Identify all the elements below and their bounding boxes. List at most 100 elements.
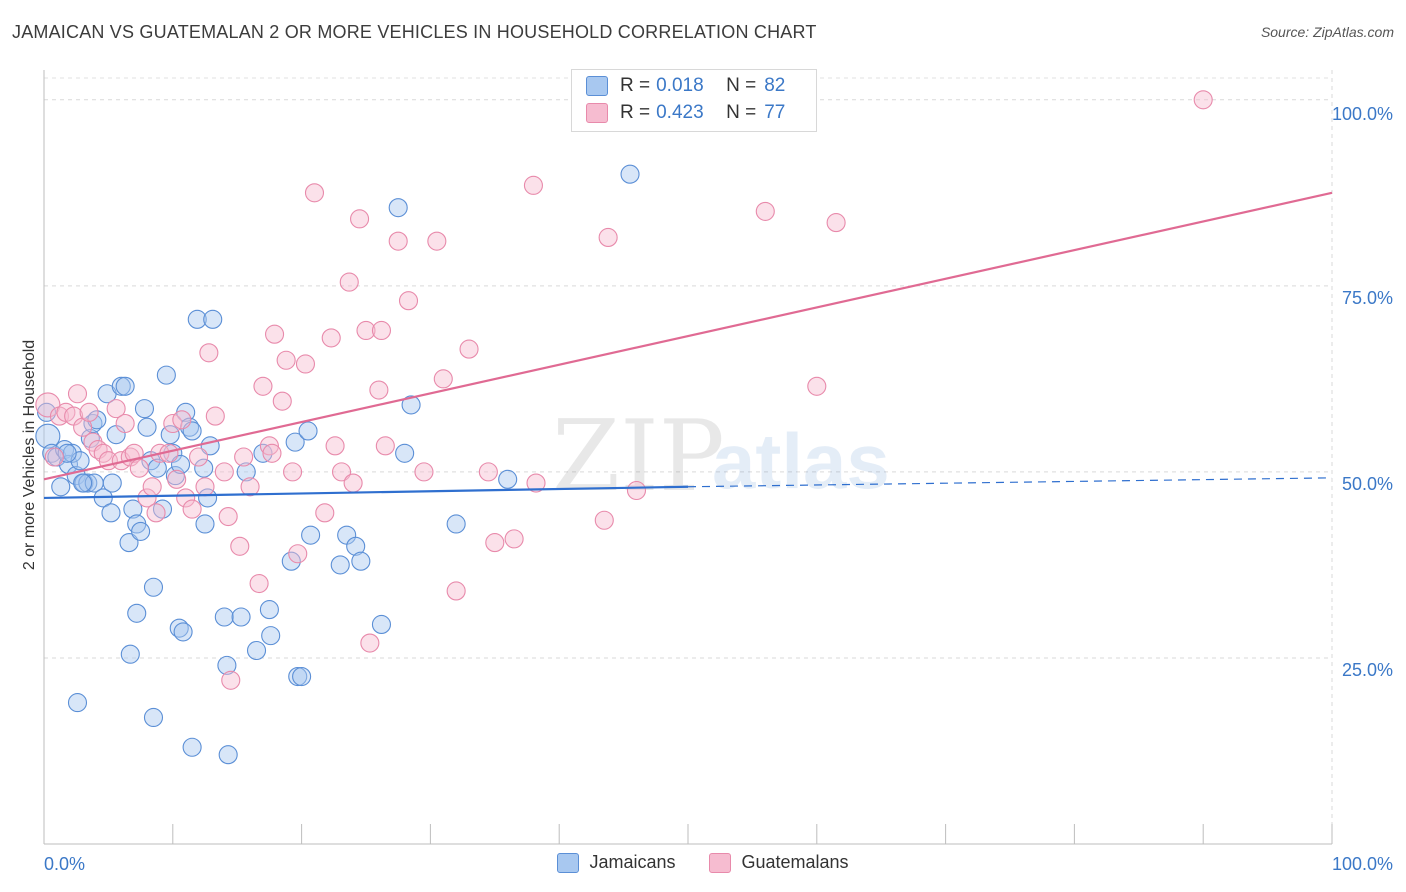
- guatemalan-point: [230, 536, 250, 556]
- guatemalan-point: [375, 436, 395, 456]
- guatemalan-point: [240, 477, 260, 497]
- n-value: 77: [764, 102, 786, 123]
- legend-row-guatemalans: R = 0.423 N = 77: [586, 101, 785, 125]
- guatemalan-point: [253, 376, 273, 396]
- y-tick-label: 75.0%: [1342, 288, 1393, 308]
- jamaican-point: [401, 395, 421, 415]
- jamaican-point: [371, 614, 392, 635]
- y-tick-label: 50.0%: [1342, 474, 1393, 494]
- jamaican-point: [231, 607, 251, 627]
- jamaican-point: [214, 607, 234, 627]
- jamaican-point: [203, 309, 223, 329]
- jamaican-point: [285, 432, 305, 452]
- jamaican-point: [388, 198, 408, 218]
- jamaican-point: [120, 644, 140, 664]
- legend-item-guatemalans[interactable]: Guatemalans: [709, 852, 849, 873]
- guatemalan-point: [272, 391, 292, 411]
- source-label: Source: ZipAtlas.com: [1260, 24, 1394, 40]
- guatemalan-point: [295, 354, 316, 374]
- guatemalans-trend-line: [43, 191, 1333, 481]
- legend-item-jamaicans[interactable]: Jamaicans: [557, 852, 675, 873]
- guatemalan-point: [218, 506, 238, 527]
- jamaican-point: [620, 164, 640, 184]
- jamaican-point: [346, 536, 366, 556]
- jamaican-point: [259, 600, 279, 620]
- guatemalan-point: [234, 447, 254, 467]
- guatemalan-point: [433, 369, 453, 389]
- guatemalan-point: [115, 413, 135, 434]
- guatemalan-point: [523, 175, 543, 195]
- jamaican-point: [330, 555, 350, 575]
- guatemalan-point: [137, 488, 157, 508]
- watermark-atlas: atlas: [712, 417, 890, 505]
- jamaican-point: [160, 425, 180, 445]
- guatemalan-point: [598, 227, 618, 248]
- guatemalan-point: [79, 402, 99, 422]
- jamaican-point: [301, 525, 321, 545]
- guatemalan-point: [176, 488, 196, 508]
- jamaican-point: [80, 428, 100, 448]
- jamaican-point: [173, 622, 193, 642]
- r-value: 0.423: [656, 102, 704, 123]
- watermark: ZIP atlas: [552, 400, 890, 514]
- jamaican-point: [83, 413, 103, 434]
- guatemalan-point: [259, 436, 279, 456]
- legend-row-jamaicans: R = 0.018 N = 82: [586, 74, 785, 98]
- jamaican-point: [292, 666, 312, 687]
- guatemalan-point: [388, 231, 408, 251]
- jamaican-point: [298, 421, 318, 441]
- r-label: R =: [620, 75, 651, 96]
- guatemalan-point: [276, 350, 296, 370]
- jamaican-point: [73, 473, 93, 493]
- watermark-zip: ZIP: [552, 400, 725, 514]
- chart-title: JAMAICAN VS GUATEMALAN 2 OR MORE VEHICLE…: [12, 22, 817, 42]
- jamaican-point: [62, 443, 82, 463]
- guatemalan-point: [221, 670, 241, 690]
- n-label: N =: [726, 75, 757, 96]
- guatemalan-point: [398, 291, 419, 311]
- jamaican-point: [156, 365, 176, 385]
- guatemalan-point: [67, 384, 88, 404]
- y-tick-label: 25.0%: [1342, 660, 1393, 680]
- guatemalan-point: [321, 328, 341, 348]
- jamaican-point: [42, 443, 62, 463]
- jamaican-point: [57, 443, 77, 463]
- jamaican-point: [395, 443, 415, 463]
- guatemalan-point: [265, 324, 285, 344]
- jamaican-point: [134, 399, 155, 419]
- guatemalan-point: [626, 480, 647, 501]
- jamaican-point: [119, 533, 139, 553]
- legend-swatch-jamaicans: [557, 852, 580, 873]
- guatemalan-point: [214, 462, 234, 482]
- guatemalan-point: [195, 477, 215, 497]
- jamaican-point: [143, 707, 164, 728]
- jamaican-point: [101, 503, 121, 523]
- y-tick-label: 100.0%: [1332, 104, 1393, 124]
- guatemalan-point: [44, 447, 64, 467]
- legend-swatch-guatemalans: [709, 852, 732, 873]
- guatemalan-point: [35, 392, 61, 418]
- jamaican-point: [131, 521, 151, 541]
- n-label: N =: [726, 102, 757, 123]
- jamaican-point: [236, 462, 256, 482]
- guatemalan-point: [106, 399, 126, 419]
- series-legend: Jamaicans Guatemalans: [0, 852, 1406, 873]
- trend-lines: [43, 191, 1333, 500]
- guatemalan-point: [1193, 90, 1213, 110]
- jamaican-point: [187, 309, 207, 329]
- legend-swatch-jamaicans: [586, 76, 608, 96]
- jamaican-point: [194, 458, 214, 478]
- jamaican-point: [281, 551, 301, 571]
- guatemalan-point: [414, 462, 434, 482]
- jamaican-point: [246, 640, 267, 661]
- guatemalan-point: [189, 447, 209, 467]
- guatemalan-point: [288, 544, 308, 564]
- jamaican-point: [51, 477, 71, 497]
- jamaican-point: [498, 469, 518, 489]
- guatemalan-point: [315, 503, 335, 523]
- guatemalan-point: [331, 462, 352, 482]
- guatemalan-point: [262, 443, 282, 463]
- y-axis-label: 2 or more Vehicles in Household: [21, 339, 38, 571]
- guatemalan-point: [249, 573, 269, 594]
